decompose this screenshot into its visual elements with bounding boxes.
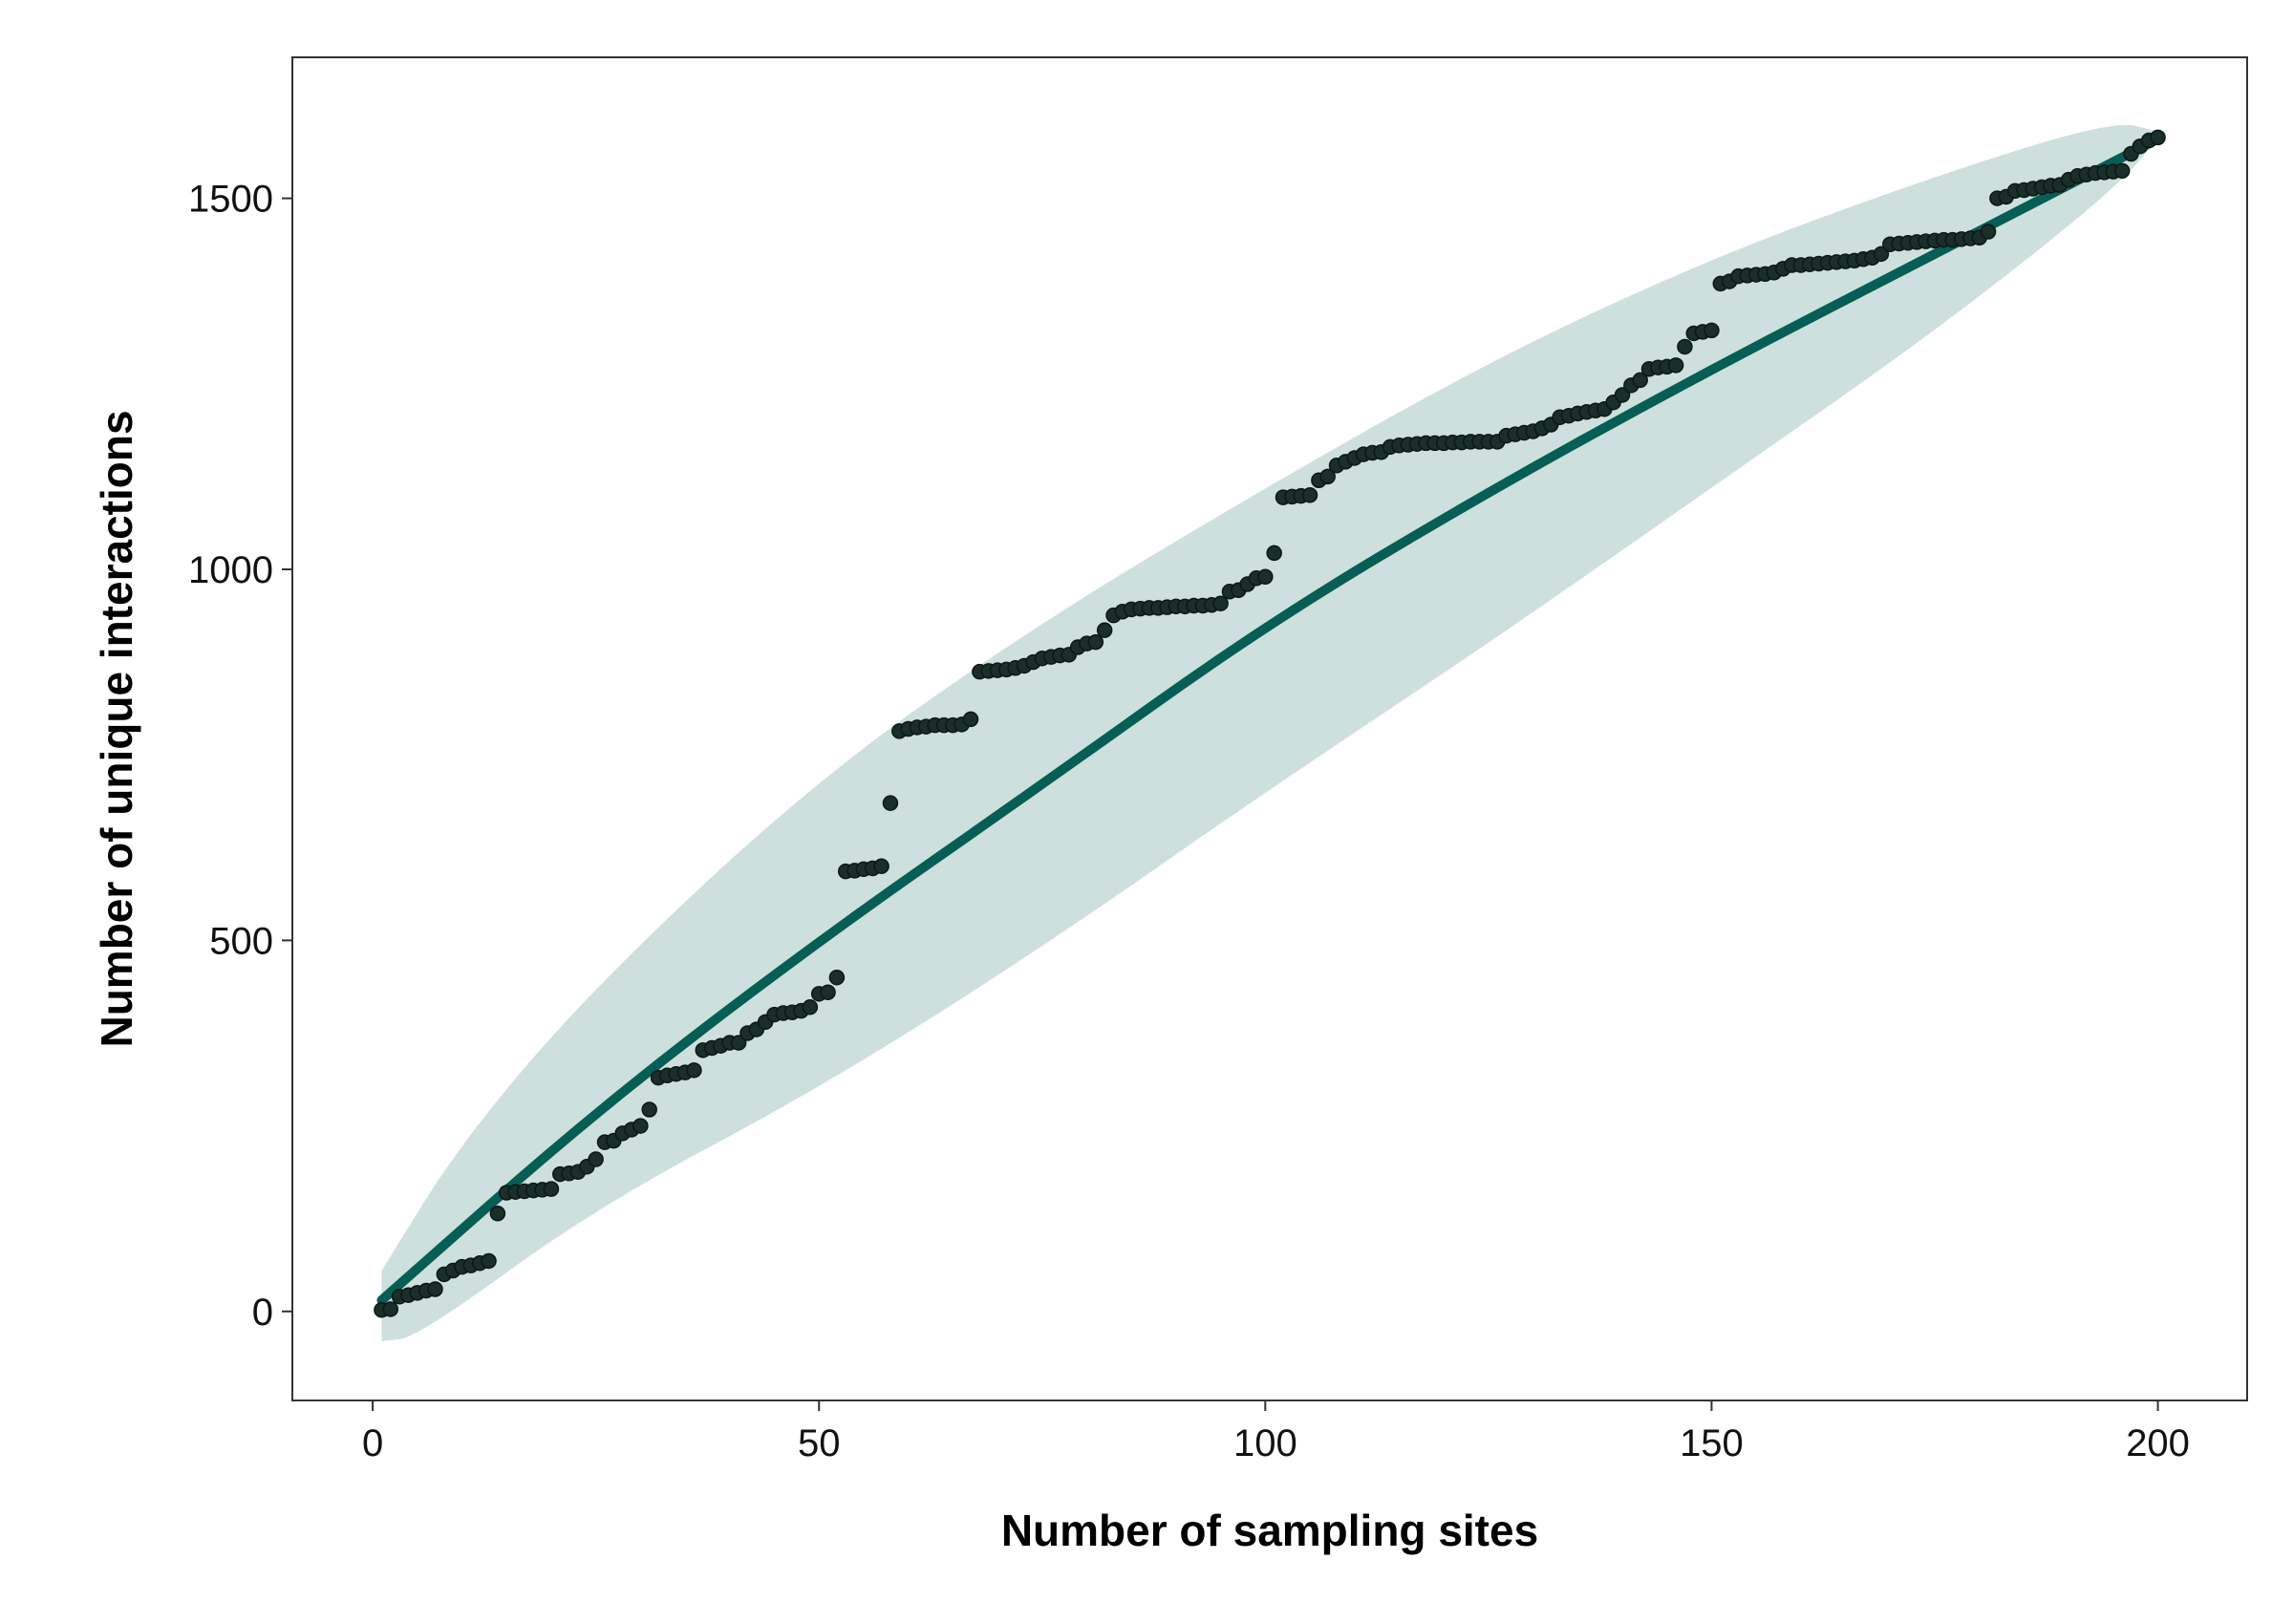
data-point — [1212, 595, 1229, 611]
data-point — [873, 858, 889, 874]
data-point — [1266, 545, 1282, 562]
x-tick-label: 50 — [798, 1422, 841, 1464]
data-point — [2150, 129, 2166, 146]
x-tick-label: 0 — [362, 1422, 383, 1464]
fit-line-layer — [376, 134, 2163, 1306]
data-point — [1614, 387, 1631, 403]
data-point — [1257, 568, 1274, 586]
data-point — [1667, 357, 1684, 374]
data-point — [828, 969, 846, 986]
data-point — [632, 1118, 649, 1134]
data-point — [1096, 622, 1113, 638]
data-point — [686, 1062, 702, 1079]
data-point — [1704, 322, 1720, 339]
data-point — [1301, 487, 1318, 503]
data-point — [382, 1301, 399, 1317]
data-point — [427, 1281, 443, 1297]
confidence-ribbon-layer — [381, 124, 2158, 1341]
x-tick-label: 100 — [1233, 1422, 1297, 1464]
data-point — [641, 1101, 657, 1118]
data-point — [481, 1252, 497, 1270]
data-point — [1873, 246, 1890, 263]
data-point — [730, 1035, 747, 1051]
y-axis-title: Number of unique interactions — [92, 410, 141, 1047]
data-point — [1632, 372, 1648, 389]
data-point — [543, 1181, 560, 1197]
data-point — [588, 1151, 604, 1167]
confidence-ribbon — [381, 124, 2158, 1341]
fit-line — [376, 134, 2163, 1306]
y-tick-label: 1000 — [188, 549, 273, 591]
x-axis-title: Number of sampling sites — [1001, 1506, 1538, 1555]
y-tick-label: 500 — [209, 920, 273, 962]
data-point — [1980, 224, 1997, 240]
x-tick-label: 150 — [1680, 1422, 1744, 1464]
plot-panel-border — [291, 56, 2248, 1401]
y-tick-label: 0 — [252, 1292, 273, 1334]
data-point — [802, 999, 819, 1015]
y-axis: 0 500 1000 1500 — [188, 179, 292, 1334]
x-axis: 0 50 100 150 200 — [362, 1400, 2190, 1464]
data-point — [2113, 162, 2131, 180]
x-tick-label: 200 — [2126, 1422, 2190, 1464]
data-point — [882, 795, 899, 811]
data-point — [489, 1205, 506, 1222]
data-point — [962, 711, 979, 728]
data-point — [1319, 468, 1336, 485]
data-point — [1087, 633, 1104, 651]
data-points-layer — [374, 129, 2166, 1318]
data-point — [820, 984, 836, 1001]
y-tick-label: 1500 — [188, 179, 273, 221]
data-point — [1677, 338, 1693, 355]
